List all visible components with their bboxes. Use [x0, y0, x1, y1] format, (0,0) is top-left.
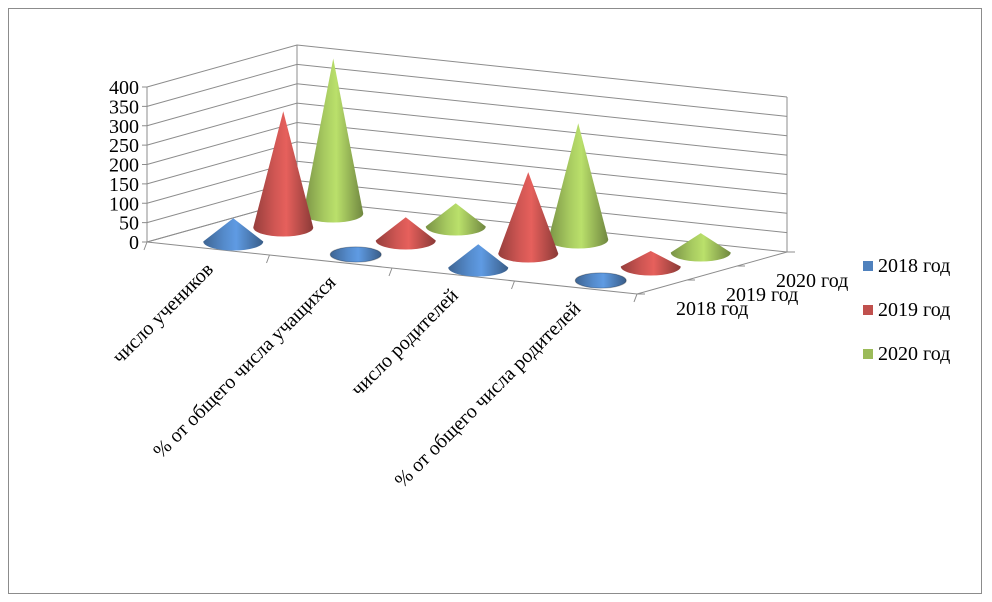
gridline: [146, 121, 788, 175]
legend-swatch: [863, 261, 873, 271]
x-tick-mark: [633, 293, 638, 303]
legend-label: 2018 год: [878, 255, 950, 277]
legend-swatch: [863, 349, 873, 359]
gridline: [146, 160, 788, 214]
y-tick-label: 0: [129, 232, 139, 254]
cone-2-2: [548, 123, 609, 249]
depth-axis-line: [636, 251, 788, 295]
y-tick-label: 300: [109, 116, 139, 138]
cone-0-1: [329, 246, 382, 263]
cone-0-0: [203, 218, 264, 251]
cone-0-3: [574, 272, 627, 289]
y-tick-label: 400: [109, 77, 139, 99]
x-tick-mark: [143, 241, 148, 251]
legend-swatch: [863, 305, 873, 315]
y-tick-label: 100: [109, 193, 139, 215]
legend-label: 2020 год: [878, 343, 950, 365]
cone-0-2: [448, 244, 509, 277]
gridline: [146, 83, 788, 137]
cone-2-1: [425, 203, 486, 236]
gridline: [146, 63, 788, 117]
x-tick-mark: [511, 280, 515, 290]
depth-label: 2019 год: [726, 284, 798, 306]
legend-label: 2019 год: [878, 299, 950, 321]
gridline: [146, 102, 788, 156]
gridline: [146, 141, 788, 195]
x-tick-mark: [388, 267, 393, 277]
cone-2-0: [303, 58, 364, 223]
category-label: число учеников: [108, 258, 218, 368]
depth-label: 2018 год: [676, 298, 748, 320]
depth-label: 2020 год: [776, 270, 848, 292]
x-tick-mark: [266, 254, 270, 264]
cone-1-1: [375, 217, 436, 250]
y-tick-label: 200: [109, 155, 139, 177]
cone-1-3: [620, 251, 681, 276]
cone-1-0: [253, 111, 314, 237]
y-tick-label: 350: [109, 96, 139, 118]
chart-frame: [8, 8, 982, 594]
cone-2-3: [670, 233, 731, 262]
gridline: [146, 44, 788, 98]
y-tick-label: 150: [109, 174, 139, 196]
cone-1-2: [498, 172, 559, 263]
y-tick-label: 250: [109, 135, 139, 157]
category-label: число родителей: [347, 284, 463, 400]
y-tick-label: 50: [119, 213, 139, 235]
